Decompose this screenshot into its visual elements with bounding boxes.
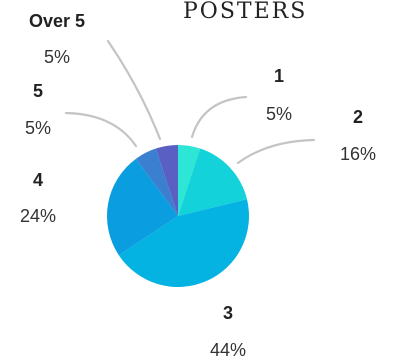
category-label-1: 1 [274, 66, 284, 86]
value-label-5: 5% [25, 118, 51, 138]
category-label-5: 5 [33, 81, 43, 101]
value-label-1: 5% [266, 104, 292, 124]
category-label-4: 4 [33, 170, 43, 190]
category-label-over-5: Over 5 [29, 11, 85, 31]
pie-slice-4 [107, 158, 178, 256]
pie-slices [107, 145, 250, 288]
value-label-4: 24% [20, 206, 56, 226]
leader-lines [64, 39, 316, 165]
pie-slice-3 [118, 199, 250, 288]
slice-labels: 1 5% 2 16% 3 44% 4 24% 5 5% Over 5 5% [20, 11, 376, 356]
leader-line-5 [64, 111, 138, 148]
category-label-2: 2 [353, 107, 363, 127]
category-label-3: 3 [223, 303, 233, 323]
leader-line-2 [236, 138, 316, 165]
leader-line-1 [190, 95, 248, 139]
pie-slice-2 [178, 148, 247, 216]
leader-line-over-5 [106, 39, 162, 141]
value-label-over-5: 5% [44, 47, 70, 67]
value-label-3: 44% [210, 340, 246, 356]
pie-slice-over-5 [155, 145, 178, 216]
chart-title: POSTERS [183, 0, 307, 24]
value-label-2: 16% [340, 144, 376, 164]
pie-slice-1 [178, 145, 201, 216]
pie-slice-5 [135, 148, 178, 216]
